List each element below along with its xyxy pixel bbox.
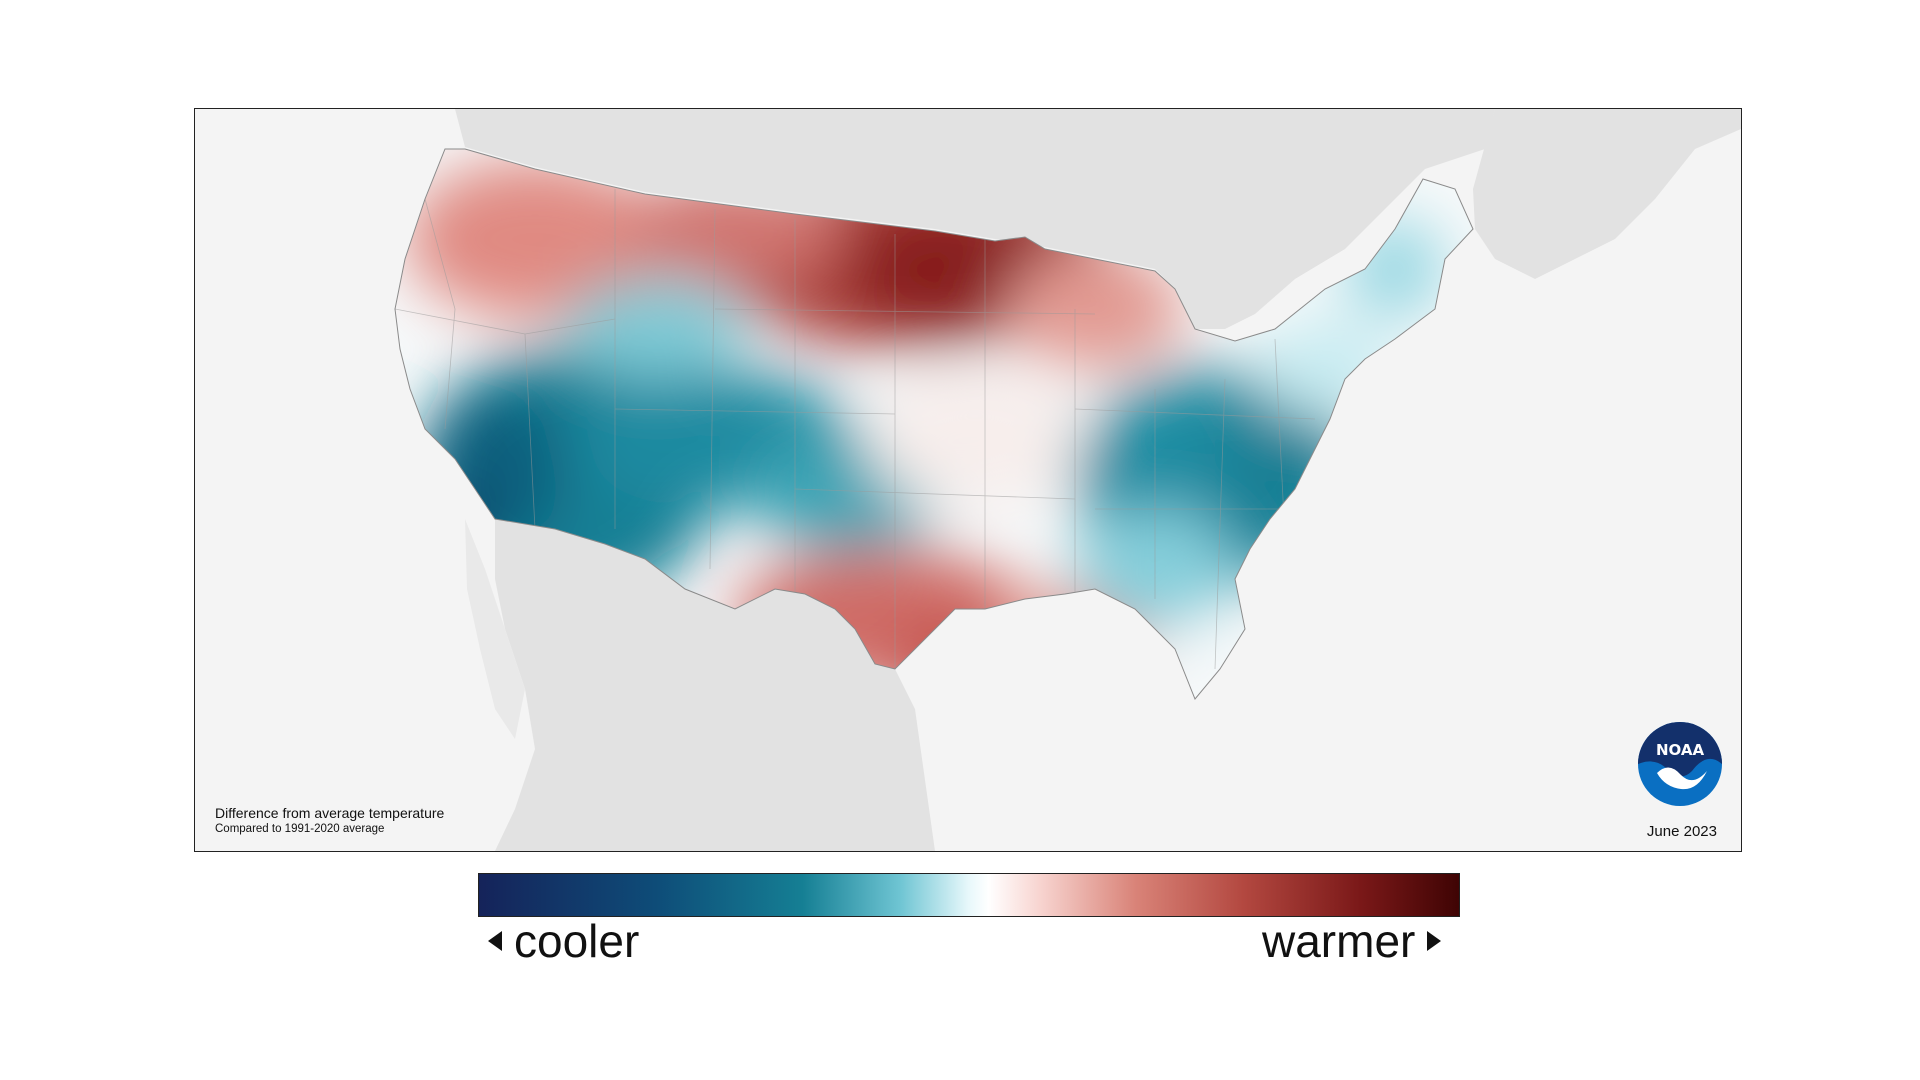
baja-peninsula: [465, 519, 525, 739]
noaa-logo: NOAA: [1638, 722, 1722, 806]
map-caption-subtitle: Compared to 1991-2020 average: [215, 823, 385, 835]
temperature-anomaly-map: [394, 109, 1741, 851]
canada-landmass: [455, 109, 1741, 329]
map-caption-title: Difference from average temperature: [215, 805, 445, 821]
warmer-label: warmer: [1262, 915, 1416, 967]
legend-cooler: cooler: [488, 914, 639, 968]
us-outline: [394, 148, 1474, 700]
atlantic-provinces-land: [1473, 109, 1741, 279]
noaa-logo-text: NOAA: [1656, 741, 1705, 759]
right-arrow-icon: [1427, 931, 1442, 951]
left-arrow-icon: [488, 931, 502, 951]
date-label: June 2023: [1646, 823, 1717, 840]
map-frame: Difference from average temperature Comp…: [194, 108, 1742, 852]
mexico-landmass: [495, 519, 935, 851]
cooler-label: cooler: [514, 915, 640, 967]
color-scale-bar: [478, 873, 1460, 917]
legend-warmer: warmer: [1262, 914, 1442, 968]
